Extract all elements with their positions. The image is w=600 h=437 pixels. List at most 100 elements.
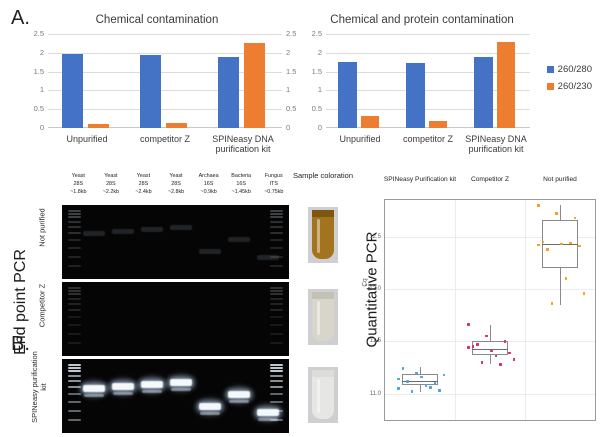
lane-organism: Bacteria: [231, 173, 252, 179]
ladder-band: [270, 239, 283, 241]
ladder-band: [68, 247, 81, 249]
lane-size: ~2.2kb: [102, 188, 120, 195]
gel-lane-headers: Yeast 28S ~1.8kb Yeast 28S ~2.2kb Yeast 28S ~2.4…: [62, 173, 290, 203]
qpcr-data-point: [494, 354, 498, 358]
lane-organism: Fungus: [264, 173, 283, 179]
x-axis-category-label: competitor Z: [139, 134, 190, 144]
ladder-band: [68, 386, 81, 388]
qpcr-data-point: [397, 377, 400, 381]
gridline: [48, 90, 282, 92]
y-axis-tick-label-right: 1.5: [286, 66, 297, 76]
y-axis-tick-label: 1: [317, 85, 322, 95]
y-axis-tick-label-right: 2: [286, 47, 291, 57]
chart-chemical-and-protein-contamination: Chemical and protein contamination 0 0.5 1…: [300, 8, 596, 163]
qpcr-data-point: [541, 240, 545, 244]
bar-260-230: [496, 41, 516, 128]
qpcr-data-point: [433, 382, 437, 385]
qpcr-data-point: [471, 345, 475, 348]
chart-title-right: Chemical and protein contamination: [330, 14, 514, 26]
qpcr-column-header: Competitor Z: [470, 176, 510, 183]
qpcr-data-point: [564, 277, 568, 280]
gridline: [48, 52, 282, 54]
qpcr-data-point: [442, 373, 446, 377]
ladder-band: [270, 364, 283, 366]
qpcr-gridline-vertical: [455, 200, 456, 420]
lane-target: 28S: [73, 180, 84, 187]
gel-band-smear: [84, 394, 104, 397]
legend-swatch: [546, 66, 554, 73]
ladder-band: [68, 239, 81, 241]
ladder-band: [270, 226, 283, 228]
y-axis-tick-label: 1.5: [33, 66, 44, 76]
gel-image-not-purified: [62, 205, 289, 279]
gel-band: [257, 255, 279, 260]
ladder-band: [270, 298, 283, 300]
ladder-band: [68, 370, 81, 372]
y-axis-tick-label: 0: [317, 123, 322, 132]
bar-260-230: [360, 116, 380, 128]
gel-ladder: [68, 207, 81, 277]
ladder-band: [270, 213, 283, 215]
gel-band: [199, 249, 221, 254]
bar-260-280: [338, 62, 357, 128]
qpcr-column-header: SPINeasy Purification kit: [383, 176, 457, 183]
plot-area-right: 0 0.5 1 1.5 2 2.5 Unpurified competitor Z SPINea…: [312, 30, 530, 154]
x-axis-category-label: competitor Z: [402, 134, 453, 144]
legend-item-260-230: 260/230: [546, 81, 592, 92]
ladder-band: [68, 290, 81, 292]
gridline: [48, 34, 282, 35]
bar-260-230: [243, 43, 265, 128]
gridline: [326, 71, 530, 73]
ladder-band: [270, 265, 283, 267]
ladder-band: [68, 287, 81, 289]
quantitative-pcr-chart: Quantitative PCR Cq 11.0 11.5 12.0 12.5 SPIN…: [356, 171, 598, 433]
gel-ladder: [270, 207, 283, 277]
gridline: [326, 90, 530, 92]
sample-coloration-column: Sample coloration: [292, 171, 354, 433]
qpcr-data-point: [573, 216, 577, 220]
bar-group: [126, 34, 204, 128]
gel-band: [83, 231, 105, 236]
qpcr-median-line: [401, 381, 439, 383]
gel-lane-header: Yeast 28S ~2.4kb: [127, 173, 160, 203]
qpcr-y-tick-label: 12.0: [369, 286, 381, 293]
ladder-band: [270, 393, 283, 395]
ladder-band: [270, 216, 283, 218]
legend-item-260-280: 260/280: [546, 64, 592, 75]
tube-cap: [312, 292, 334, 299]
gel-band-smear: [200, 412, 220, 415]
gel-band: [257, 409, 279, 416]
panel-a: A. Chemical contamination 0 0 0.5 0.5 1 1 1.5 1…: [0, 0, 600, 165]
qpcr-data-point: [546, 247, 549, 251]
qpcr-data-point: [560, 242, 563, 246]
ladder-band: [270, 333, 283, 335]
ladder-band: [68, 333, 81, 335]
lane-size: ~0.9kb: [200, 188, 217, 195]
ladder-band: [270, 309, 283, 311]
gel-band-smear: [171, 388, 191, 391]
ladder-band: [270, 380, 283, 382]
ladder-band: [270, 367, 283, 369]
x-axis-category-label: Unpurified: [339, 134, 381, 144]
qpcr-data-point: [490, 349, 493, 353]
qpcr-data-point: [480, 361, 484, 364]
gel-row-label-spineasy-kit: SPINeasy purification kit: [30, 351, 48, 423]
ladder-band: [68, 380, 81, 382]
qpcr-data-point: [406, 379, 409, 383]
tube-liquid: [312, 293, 334, 341]
gel-lane-header: Bacteria 16S ~1.45kb: [225, 173, 258, 203]
ladder-band: [270, 401, 283, 403]
tube-cap: [312, 370, 334, 377]
qpcr-y-axis-label: Cq: [361, 278, 369, 287]
lane-target: ITS: [269, 180, 278, 187]
y-axis-tick-label: 2: [317, 47, 322, 57]
bar-260-280: [474, 56, 493, 128]
qpcr-data-point: [512, 357, 516, 361]
gel-image-spineasy-kit: [62, 359, 289, 433]
gel-band: [170, 225, 192, 230]
qpcr-data-point: [537, 243, 540, 247]
lane-organism: Yeast: [71, 173, 85, 179]
ladder-band: [270, 316, 283, 318]
qpcr-data-point: [578, 244, 581, 248]
ladder-band: [68, 419, 81, 421]
